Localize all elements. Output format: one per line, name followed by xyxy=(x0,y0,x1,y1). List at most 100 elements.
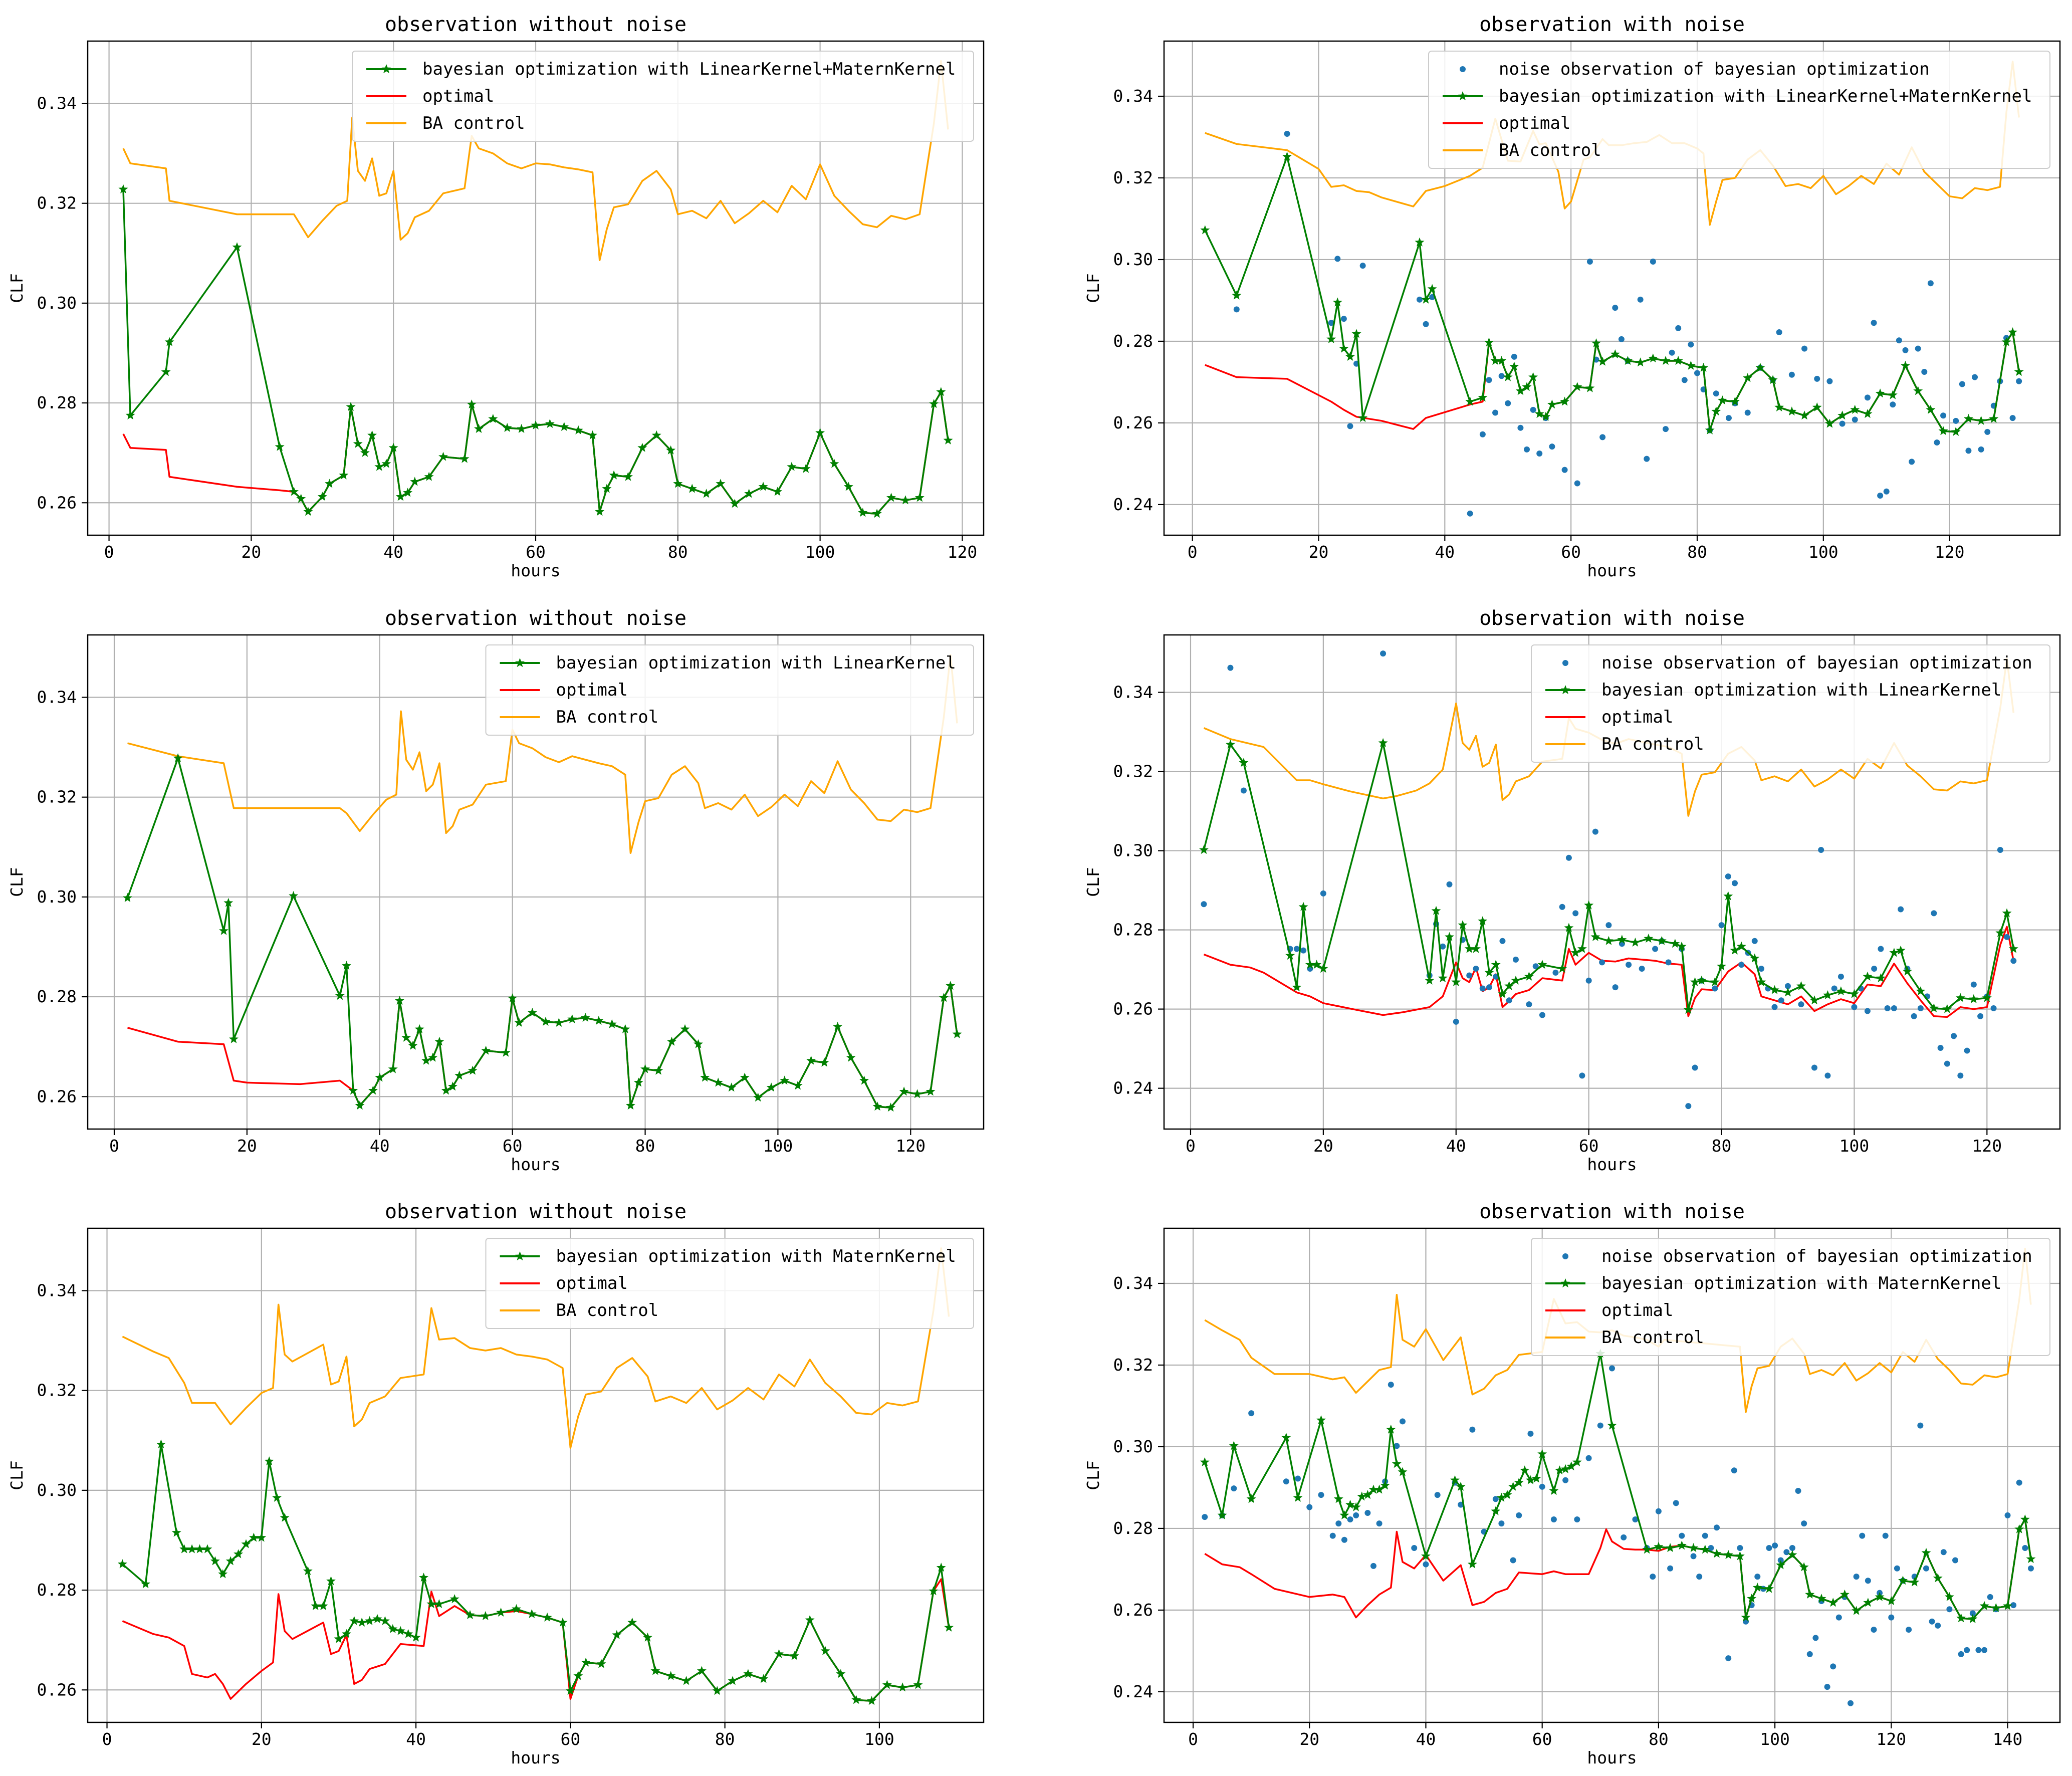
noise-point xyxy=(1612,984,1619,991)
bo-marker xyxy=(625,1100,635,1110)
bo-marker xyxy=(1926,404,1936,414)
legend-label: BA control xyxy=(556,707,659,727)
bo-marker xyxy=(944,1622,954,1632)
bo-marker xyxy=(496,1607,506,1617)
x-tick-label: 40 xyxy=(1435,542,1455,562)
legend-label: noise observation of bayesian optimizati… xyxy=(1601,1246,2032,1266)
bo-marker xyxy=(348,1085,358,1095)
x-tick-label: 40 xyxy=(1416,1729,1436,1749)
bo-marker xyxy=(1509,361,1519,371)
bo-marker xyxy=(449,1594,459,1604)
optimal-line xyxy=(122,1578,950,1702)
bo-marker xyxy=(1597,356,1607,366)
noise-point xyxy=(1364,1509,1371,1516)
bo-marker xyxy=(1570,948,1580,957)
noise-point xyxy=(1917,1422,1924,1429)
bo-markers xyxy=(1199,738,2018,1014)
bo-marker xyxy=(637,442,647,452)
y-tick-label: 0.30 xyxy=(1113,841,1153,860)
x-axis-label: hours xyxy=(1587,1155,1637,1174)
x-tick-label: 40 xyxy=(1446,1136,1466,1156)
bo-marker xyxy=(1511,975,1521,985)
bo-marker xyxy=(296,494,306,503)
chart-title: observation with noise xyxy=(1479,1200,1745,1223)
bo-marker xyxy=(1531,1473,1541,1483)
bo-marker xyxy=(2014,367,2024,376)
bo-marker xyxy=(1755,362,1765,372)
bo-marker xyxy=(395,996,404,1005)
bo-marker xyxy=(232,242,242,252)
bo-marker xyxy=(171,1527,181,1537)
bo-marker xyxy=(1822,990,1832,999)
legend-bo-marker xyxy=(1560,1278,1570,1288)
bo-marker xyxy=(141,1579,151,1589)
noise-point xyxy=(1486,377,1492,383)
bo-marker xyxy=(219,926,228,935)
bo-marker xyxy=(595,507,605,516)
noise-point xyxy=(1917,1005,1924,1012)
bo-marker xyxy=(161,367,171,376)
x-tick-label: 80 xyxy=(635,1136,655,1156)
bo-marker xyxy=(1828,1598,1838,1607)
noise-point xyxy=(2027,1565,2034,1572)
noise-point xyxy=(1227,664,1234,671)
bo-marker xyxy=(1316,1415,1326,1425)
y-tick-label: 0.26 xyxy=(37,1680,77,1699)
bo-marker xyxy=(380,1616,390,1625)
x-tick-label: 60 xyxy=(1532,1729,1552,1749)
noise-point xyxy=(1997,847,2003,853)
noise-point xyxy=(2022,1545,2028,1551)
bo-marker xyxy=(447,1081,457,1091)
noise-point xyxy=(1915,345,1921,352)
bo-marker xyxy=(1888,390,1898,399)
bo-marker xyxy=(1421,294,1431,304)
bo-marker xyxy=(355,1100,365,1110)
bo-marker xyxy=(1541,411,1551,421)
bo-marker xyxy=(441,1085,451,1095)
bo-marker xyxy=(326,1576,336,1586)
bo-marker xyxy=(936,1563,946,1572)
chart-panel-5: 0 20 40 60 80 100 0.26 0.28 0.30 0.32 0.34 observat… xyxy=(7,1200,985,1767)
bo-marker xyxy=(1665,1543,1675,1552)
legend-label: bayesian optimization with MaternKernel xyxy=(1601,1273,2001,1293)
bo-marker xyxy=(257,1532,267,1542)
noise-point xyxy=(1609,1365,1615,1372)
bo-marker xyxy=(1425,975,1435,985)
y-tick-label: 0.28 xyxy=(37,1580,77,1600)
bo-marker xyxy=(465,1610,475,1619)
bo-marker xyxy=(1508,1481,1518,1491)
bo-marker xyxy=(280,1512,290,1522)
noise-point xyxy=(1499,938,1506,944)
bo-marker xyxy=(1933,1573,1943,1583)
legend-label: optimal xyxy=(556,680,628,700)
bo-marker xyxy=(1989,413,1999,423)
bo-marker xyxy=(241,1539,251,1548)
noise-point xyxy=(1639,966,1645,972)
noise-point xyxy=(1618,336,1625,342)
bo-marker xyxy=(1717,961,1726,971)
bo-marker xyxy=(805,1615,815,1624)
bo-marker xyxy=(164,337,174,346)
noise-point xyxy=(1453,1018,1459,1025)
bo-marker xyxy=(388,1624,398,1633)
bo-marker xyxy=(565,1686,575,1695)
bo-marker xyxy=(1431,906,1441,915)
bo-marker xyxy=(1537,960,1547,969)
y-tick-label: 0.32 xyxy=(37,193,77,213)
legend-bo-marker xyxy=(1458,91,1468,101)
bo-marker xyxy=(1711,406,1721,416)
x-tick-label: 80 xyxy=(1712,1136,1732,1156)
bo-marker xyxy=(468,1065,478,1075)
bo-marker xyxy=(367,430,377,439)
bo-line xyxy=(122,1443,950,1702)
bo-marker xyxy=(1886,1596,1896,1606)
noise-point xyxy=(1539,1483,1545,1490)
legend-label: BA control xyxy=(1499,140,1601,160)
bo-marker xyxy=(1697,975,1707,985)
legend-frame xyxy=(1428,51,2050,169)
chart-panel-1: 0 20 40 60 80 100 120 0.26 0.28 0.30 0.32 0.34 obser… xyxy=(7,13,985,580)
noise-point xyxy=(1789,1545,1795,1551)
bo-marker xyxy=(125,410,135,420)
bo-line xyxy=(1204,1353,2032,1620)
noise-point xyxy=(1984,428,1991,435)
